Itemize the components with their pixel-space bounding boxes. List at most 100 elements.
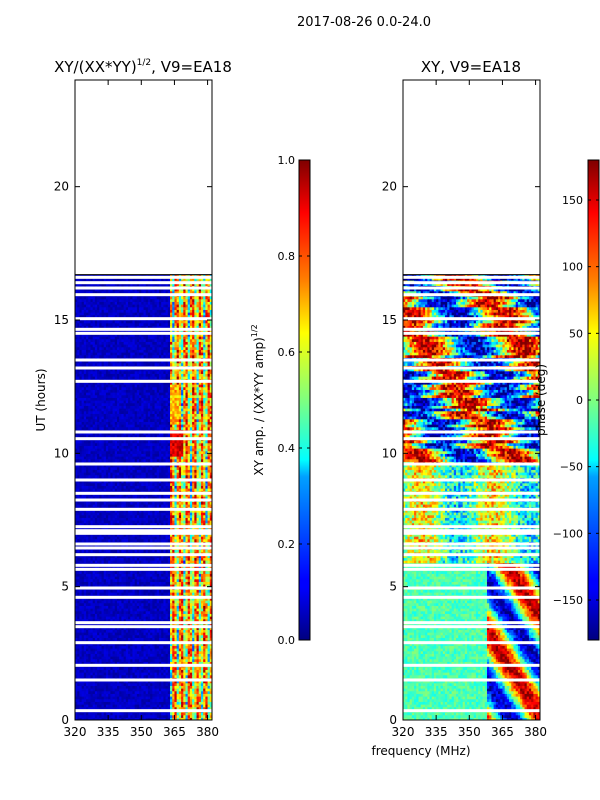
heatmap-cell: [134, 693, 138, 697]
heatmap-cell: [112, 693, 116, 697]
heatmap-cell: [185, 616, 189, 620]
heatmap-cell: [183, 650, 187, 654]
heatmap-cell: [207, 648, 211, 652]
heatmap-cell: [94, 504, 98, 508]
heatmap-cell: [116, 613, 120, 617]
heatmap-cell: [105, 680, 109, 684]
heatmap-cell: [128, 533, 131, 537]
heatmap-cell: [136, 512, 140, 516]
heatmap-cell: [147, 589, 151, 593]
heatmap-cell: [99, 602, 103, 606]
heatmap-cell: [205, 573, 209, 577]
heatmap-cell: [183, 690, 187, 694]
heatmap-cell: [154, 576, 158, 580]
heatmap-cell: [81, 696, 85, 700]
heatmap-cell: [196, 634, 200, 638]
heatmap-cell: [88, 704, 92, 708]
heatmap-cell: [83, 610, 87, 614]
heatmap-cell: [165, 570, 169, 574]
heatmap-cell: [156, 666, 160, 670]
heatmap-cell: [79, 645, 83, 649]
heatmap-cell: [130, 658, 134, 662]
heatmap-cell: [178, 520, 182, 524]
heatmap-cell: [181, 714, 184, 718]
heatmap-cell: [86, 610, 89, 614]
heatmap-cell: [187, 538, 191, 542]
heatmap-cell: [108, 642, 111, 646]
heatmap-cell: [125, 573, 129, 577]
heatmap-cell: [86, 608, 89, 612]
heatmap-cell: [139, 693, 142, 697]
heatmap-cell: [150, 514, 153, 518]
heatmap-cell: [103, 517, 107, 521]
heatmap-cell: [147, 520, 151, 524]
heatmap-cell: [178, 597, 182, 601]
heatmap-cell: [143, 584, 147, 588]
heatmap-cell: [165, 522, 169, 526]
heatmap-cell: [185, 589, 189, 593]
heatmap-cell: [97, 712, 100, 716]
heatmap-cell: [170, 706, 173, 710]
heatmap-cell: [207, 704, 211, 708]
heatmap-cell: [75, 682, 78, 686]
heatmap-cell: [125, 680, 129, 684]
heatmap-cell: [79, 653, 83, 657]
heatmap-cell: [161, 629, 164, 633]
heatmap-cell: [103, 600, 107, 604]
heatmap-cell: [92, 592, 96, 596]
heatmap-cell: [187, 581, 191, 585]
heatmap-cell: [167, 578, 171, 582]
heatmap-cell: [172, 645, 176, 649]
heatmap-cell: [145, 600, 149, 604]
heatmap-cell: [81, 717, 85, 720]
heatmap-cell: [156, 653, 160, 657]
heatmap-cell: [200, 605, 204, 609]
heatmap-cell: [152, 608, 156, 612]
heatmap-cell: [134, 570, 138, 574]
heatmap-cell: [75, 698, 78, 702]
heatmap-cell: [167, 536, 171, 540]
heatmap-cell: [97, 544, 100, 548]
heatmap-cell: [145, 637, 149, 641]
heatmap-cell: [145, 504, 149, 508]
heatmap-cell: [200, 554, 204, 558]
heatmap-cell: [119, 504, 122, 508]
heatmap-cell: [116, 701, 120, 705]
heatmap-cell: [141, 514, 145, 518]
heatmap-cell: [99, 584, 103, 588]
heatmap-cell: [198, 629, 202, 633]
heatmap-cell: [209, 645, 212, 649]
heatmap-cell: [99, 637, 103, 641]
heatmap-cell: [121, 560, 125, 564]
heatmap-cell: [97, 661, 100, 665]
heatmap-cell: [156, 674, 160, 678]
heatmap-cell: [81, 634, 85, 638]
heatmap-cell: [97, 701, 100, 705]
heatmap-cell: [119, 669, 122, 673]
heatmap-cell: [205, 570, 209, 574]
heatmap-cell: [192, 698, 195, 702]
heatmap-cell: [209, 578, 212, 582]
heatmap-cell: [77, 504, 81, 508]
heatmap-cell: [167, 696, 171, 700]
heatmap-cell: [170, 658, 173, 662]
heatmap-cell: [170, 688, 173, 692]
heatmap-cell: [207, 696, 211, 700]
heatmap-cell: [110, 613, 114, 617]
heatmap-cell: [108, 669, 111, 673]
heatmap-cell: [178, 618, 182, 622]
heatmap-cell: [99, 576, 103, 580]
heatmap-cell: [121, 520, 125, 524]
heatmap-cell: [187, 637, 191, 641]
heatmap-cell: [189, 602, 193, 606]
heatmap-cell: [134, 544, 138, 548]
heatmap-cell: [172, 533, 176, 537]
heatmap-cell: [110, 632, 114, 636]
heatmap-cell: [79, 512, 83, 516]
heatmap-cell: [161, 712, 164, 716]
heatmap-cell: [205, 608, 209, 612]
heatmap-cell: [123, 669, 127, 673]
heatmap-cell: [114, 570, 118, 574]
heatmap-cell: [105, 592, 109, 596]
heatmap-cell: [121, 536, 125, 540]
